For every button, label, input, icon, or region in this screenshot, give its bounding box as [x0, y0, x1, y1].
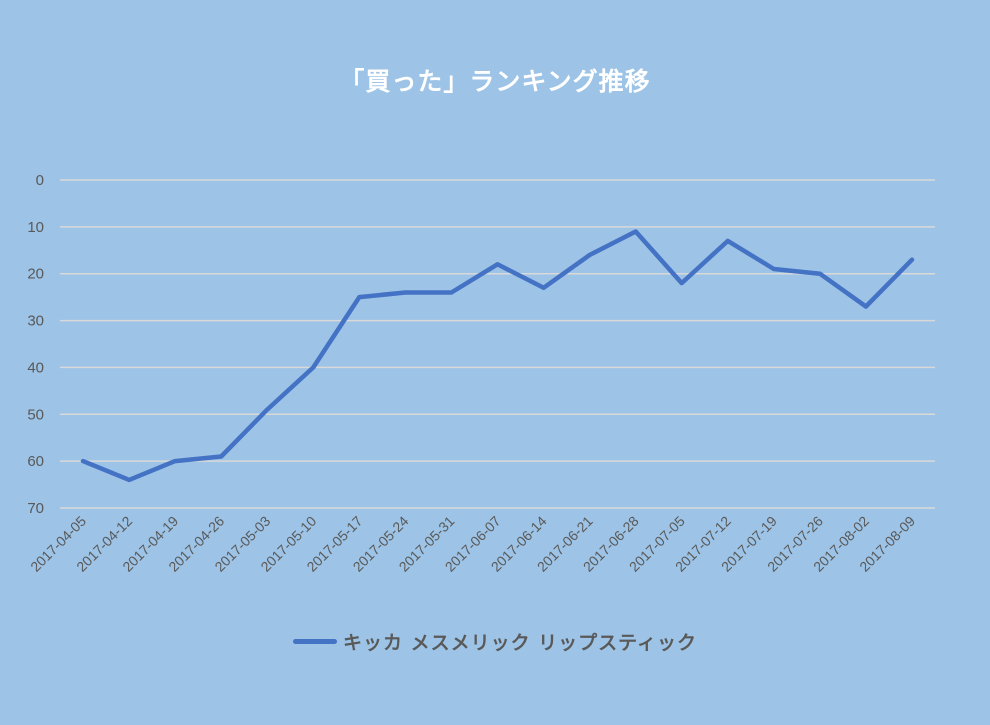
- y-tick-label: 10: [27, 219, 44, 236]
- series-line: [80, 229, 915, 483]
- legend-line-swatch: [292, 639, 337, 644]
- y-tick-label: 70: [27, 500, 44, 517]
- y-tick-label: 20: [27, 266, 44, 283]
- y-tick-label: 30: [27, 313, 44, 330]
- legend: キッカ メスメリック リップスティック: [0, 628, 990, 655]
- chart-title: 「買った」ランキング推移: [339, 67, 651, 96]
- y-tick-label: 0: [36, 172, 44, 189]
- y-tick-label: 60: [27, 453, 44, 470]
- legend-label: キッカ メスメリック リップスティック: [342, 632, 698, 654]
- y-tick-label: 50: [27, 406, 44, 423]
- y-tick-label: 40: [27, 359, 44, 376]
